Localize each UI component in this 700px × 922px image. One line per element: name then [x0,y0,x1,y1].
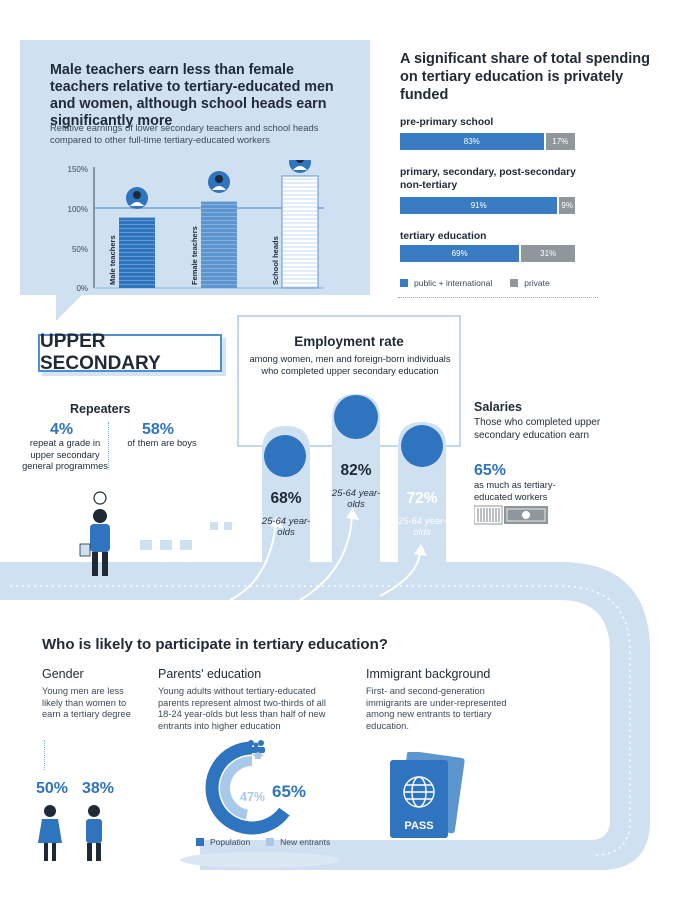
gender-female-pct: 50% [36,780,69,797]
employment-title: Employment rate [294,334,404,349]
category-label-male: Male teachers [108,235,117,285]
employment-foreign-age: 25-64 year-olds [397,516,447,538]
category-label-heads: School heads [271,236,280,285]
students-icon [38,805,102,861]
salaries-text-2: as much as tertiary-educated workers [474,480,556,502]
employment-women-age: 25-64 year-olds [261,516,311,538]
y-tick-label-150: 150% [68,165,88,174]
bar-male-teachers [119,217,155,288]
repeaters-pct-1: 4% [50,421,74,438]
private-segment: 31% [521,245,575,262]
student-icon [79,491,110,576]
employment-men-age: 25-64 year-olds [331,488,381,510]
private-segment: 17% [545,133,575,150]
gender-divider [44,740,45,770]
graduation-cap-icon [252,752,264,759]
upper-secondary-title: UPPER SECONDARY [38,331,222,374]
school-building-icon [130,502,240,562]
population-arc [205,741,290,835]
salaries-pct: 65% [474,462,507,479]
employment-women-pct: 68% [270,490,302,507]
public-segment: 69% [400,245,520,262]
employment-subtitle: among women, men and foreign-born indivi… [249,354,451,376]
category-label-female: Female teachers [190,226,199,285]
male-teacher-icon [126,187,148,209]
spending-label-preprimary: pre-primary school [400,117,494,128]
parents-legend: Population New entrants [196,837,330,847]
passport-label: PASS [404,820,433,832]
repeaters-divider [108,422,109,470]
spending-bar-tertiary: 69% 31% [400,245,575,262]
parents-donut [205,740,290,835]
legend-private: private [524,278,550,288]
parents-title: Parents' education [158,667,262,681]
repeaters-text-2: of them are boys [127,438,197,448]
legend-public: public + international [414,278,493,288]
salaries-title: Salaries [474,400,522,414]
employment-men-pct: 82% [340,462,372,479]
parents-population-pct: 65% [272,782,307,801]
spending-divider [398,297,598,298]
spending-title: A significant share of total spending on… [400,51,651,103]
earnings-subtitle: Relative earnings of lower secondary tea… [50,122,319,145]
legend-swatch-population [196,838,204,846]
banknote-icon [474,505,548,525]
legend-swatch-entrants [266,838,275,846]
legend-entrants: New entrants [280,837,331,847]
spending-label-secondary: primary, secondary, post-secondary non-t… [400,167,576,191]
repeaters-text-1: repeat a grade in upper secondary genera… [22,438,108,471]
legend-swatch-private [510,279,519,287]
employment-foreign-pct: 72% [406,490,438,507]
repeaters-pct-2: 58% [142,421,175,438]
spending-bar-preprimary: 83% 17% [400,133,575,150]
earnings-chart: 150% 100% 50% 0% Male teachers Female te… [68,160,324,293]
public-segment: 83% [400,133,544,150]
gender-title: Gender [42,667,84,681]
globe-icon [401,425,443,467]
y-tick-label-0: 0% [76,284,88,293]
legend-swatch-public [400,279,408,287]
legend-population: Population [210,837,251,847]
passport-icon: PASS [390,752,465,838]
immigrant-title: Immigrant background [366,667,491,681]
immigrant-text: First- and second-generation immigrants … [366,686,507,731]
private-segment: 9% [559,197,575,214]
earnings-panel-pointer [56,295,82,321]
new-entrants-arc [220,756,253,820]
parents-text: Young adults without tertiary-educated p… [158,686,326,731]
salaries-text: Those who completed upper secondary educ… [474,417,601,441]
tertiary-title: Who is likely to participate in tertiary… [42,636,388,653]
family-icon [247,740,265,753]
gender-male-pct: 38% [82,780,115,797]
spending-legend: public + international private [400,278,550,288]
y-tick-label-100: 100% [68,205,88,214]
spending-label-tertiary: tertiary education [400,231,487,242]
gender-text: Young men are less likely than women to … [42,686,131,719]
earnings-title: Male teachers earn less than female teac… [50,62,334,129]
school-head-icon [289,160,311,173]
man-icon [334,395,378,439]
y-tick-label-50: 50% [72,245,88,254]
public-segment: 91% [400,197,558,214]
repeaters-title: Repeaters [70,402,131,416]
spending-bar-secondary: 91% 9% [400,197,575,214]
woman-icon [264,435,306,477]
bar-female-teachers [201,201,237,288]
female-teacher-icon [208,171,230,193]
parents-entrants-pct: 47% [240,790,266,804]
